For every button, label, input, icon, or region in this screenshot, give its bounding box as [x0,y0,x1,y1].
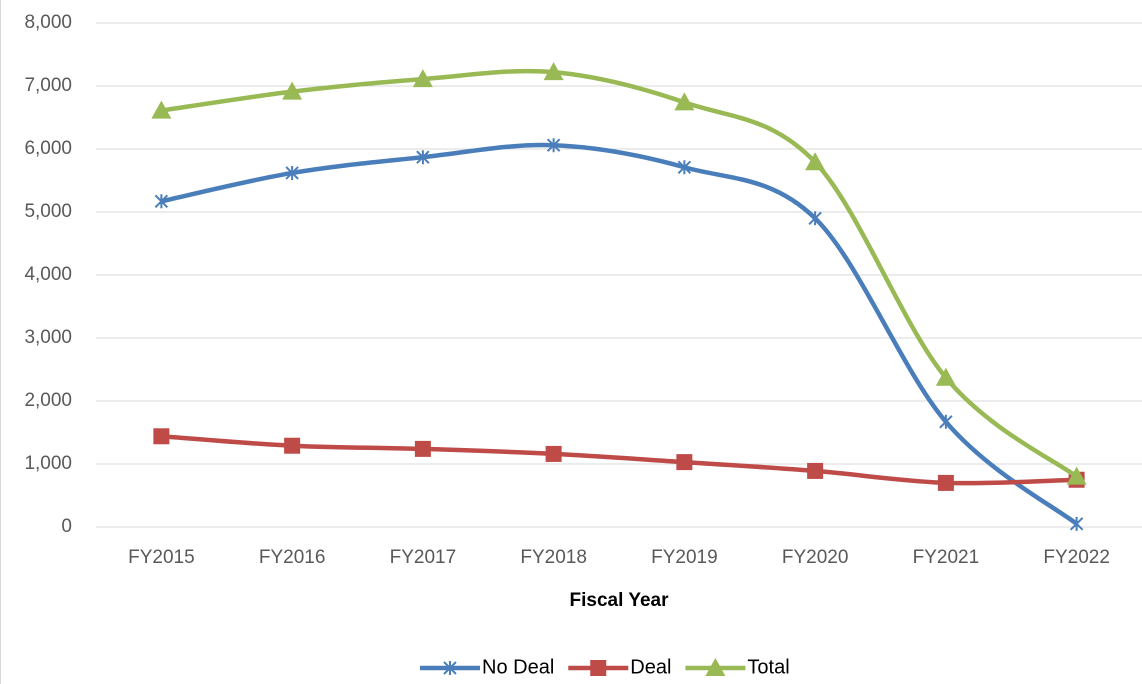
y-tick-label: 2,000 [24,390,72,411]
y-tick-label: 4,000 [24,264,72,285]
y-tick-label: 1,000 [24,453,72,474]
marker [282,81,303,100]
x-tick-label: FY2017 [390,547,457,568]
marker [416,150,430,165]
series-line [161,434,1077,486]
marker [154,194,169,209]
x-tick-label: FY2015 [128,547,195,568]
legend-label: Total [747,656,789,678]
series-line [161,68,1078,479]
y-tick-label: 7,000 [24,75,72,96]
marker [443,661,457,675]
x-tick-label: FY2016 [259,547,326,568]
legend-label: Deal [630,656,671,678]
marker [705,658,726,676]
marker [674,92,695,111]
marker [676,454,693,471]
series-line [160,142,1079,526]
marker [808,211,822,226]
marker [1069,516,1084,531]
marker [414,440,431,457]
x-tick-label: FY2018 [520,547,587,568]
marker [285,165,299,180]
legend-label: No Deal [482,656,554,678]
y-tick-label: 0 [61,516,72,537]
marker [805,152,826,171]
x-tick-label: FY2020 [782,547,849,568]
marker [543,62,564,81]
marker [546,138,561,153]
marker [1066,466,1087,485]
marker [935,367,956,386]
x-axis-title: Fiscal Year [570,590,670,611]
marker [939,414,953,429]
y-tick-label: 5,000 [24,201,72,222]
marker [677,160,692,175]
marker [545,445,562,462]
x-tick-label: FY2021 [913,547,980,568]
y-tick-label: 8,000 [24,12,72,33]
y-tick-label: 3,000 [24,327,72,348]
x-tick-label: FY2022 [1043,547,1110,568]
marker [590,660,607,676]
x-tick-label: FY2019 [651,547,718,568]
marker [807,462,824,479]
marker [412,69,433,88]
marker [151,100,172,119]
y-tick-label: 6,000 [24,138,72,159]
marker [284,437,301,454]
marker [937,474,954,491]
marker [153,428,170,445]
